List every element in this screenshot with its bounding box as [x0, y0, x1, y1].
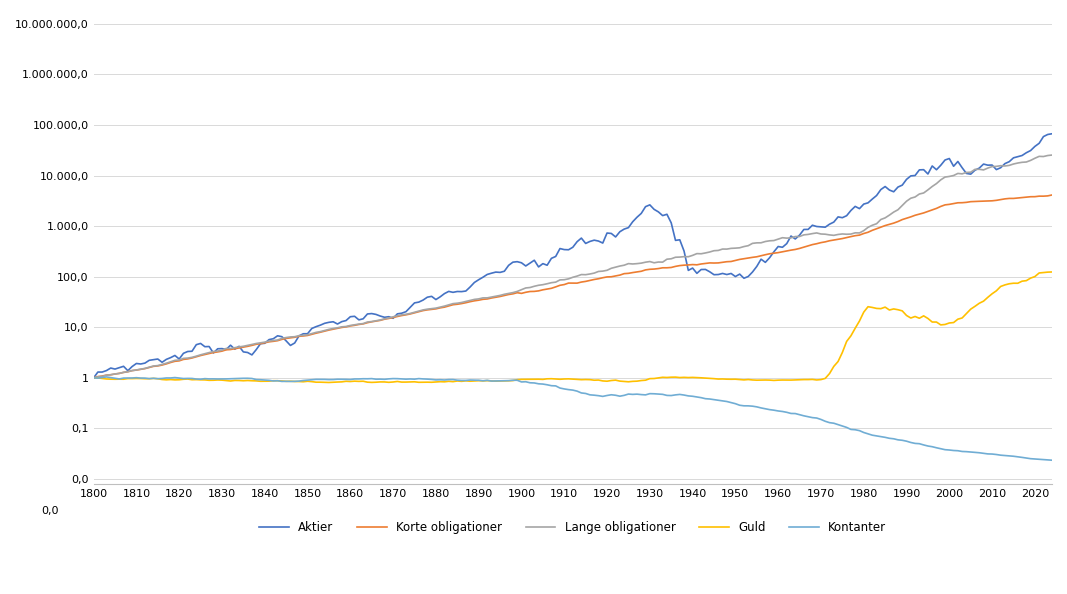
Aktier	[858, 201, 871, 208]
Guld	[862, 303, 875, 310]
Aktier	[284, 342, 297, 349]
Legend: Aktier, Korte obligationer, Lange obligationer, Guld, Kontanter: Aktier, Korte obligationer, Lange obliga…	[255, 516, 891, 539]
Aktier	[848, 203, 861, 210]
Aktier	[1046, 130, 1058, 137]
Kontanter	[1046, 457, 1058, 464]
Kontanter	[100, 374, 113, 381]
Aktier	[352, 316, 365, 323]
Korte obligationer	[858, 230, 871, 237]
Line: Aktier: Aktier	[94, 134, 1052, 378]
Lange obligationer	[858, 227, 871, 234]
Guld	[322, 379, 335, 386]
Lange obligationer	[754, 239, 767, 247]
Korte obligationer	[754, 252, 767, 260]
Guld	[284, 378, 297, 385]
Korte obligationer	[352, 321, 365, 328]
Lange obligationer	[352, 321, 365, 328]
Aktier	[754, 255, 767, 263]
Lange obligationer	[1046, 151, 1058, 159]
Lange obligationer	[848, 229, 861, 236]
Kontanter	[862, 430, 875, 437]
Korte obligationer	[1046, 191, 1058, 198]
Line: Kontanter: Kontanter	[94, 377, 1052, 460]
Kontanter	[853, 427, 865, 434]
Korte obligationer	[284, 334, 297, 342]
Line: Korte obligationer: Korte obligationer	[94, 195, 1052, 378]
Aktier	[888, 188, 901, 195]
Kontanter	[892, 436, 905, 443]
Line: Guld: Guld	[94, 272, 1052, 383]
Lange obligationer	[87, 374, 100, 381]
Guld	[759, 377, 771, 384]
Guld	[853, 317, 865, 324]
Kontanter	[759, 405, 771, 412]
Korte obligationer	[848, 232, 861, 239]
Guld	[356, 378, 369, 385]
Korte obligationer	[87, 374, 100, 381]
Kontanter	[288, 378, 301, 385]
Guld	[892, 306, 905, 313]
Guld	[87, 374, 100, 381]
Line: Lange obligationer: Lange obligationer	[94, 155, 1052, 378]
Text: 0,0: 0,0	[41, 507, 59, 516]
Kontanter	[356, 375, 369, 383]
Korte obligationer	[888, 220, 901, 227]
Aktier	[87, 374, 100, 381]
Lange obligationer	[888, 208, 901, 216]
Kontanter	[87, 374, 100, 381]
Lange obligationer	[284, 333, 297, 340]
Guld	[1046, 268, 1058, 276]
